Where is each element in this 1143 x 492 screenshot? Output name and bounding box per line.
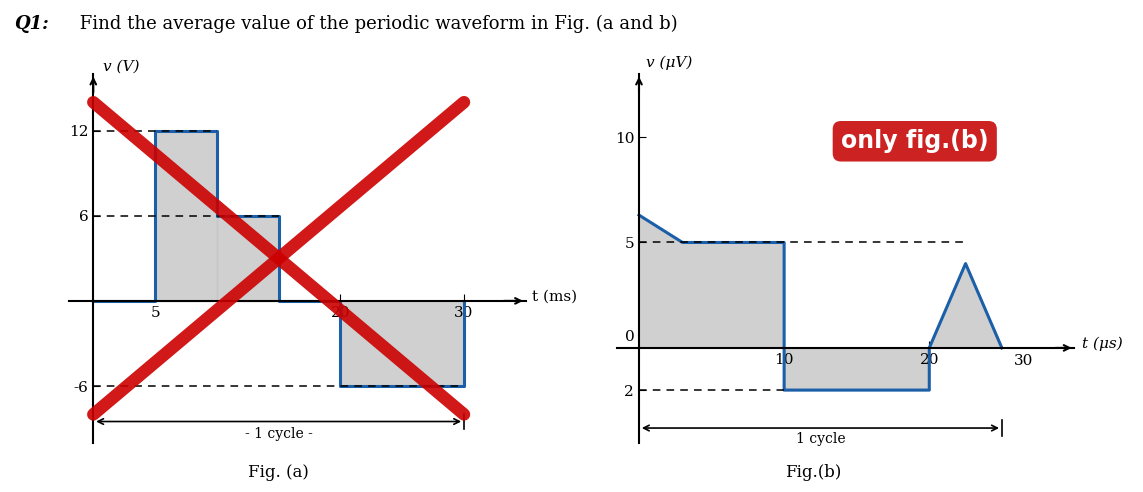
Text: t (ms): t (ms) — [531, 290, 577, 304]
Text: - 1 cycle -: - 1 cycle - — [245, 427, 312, 441]
Text: Fig. (a): Fig. (a) — [248, 464, 309, 481]
Text: v (V): v (V) — [103, 60, 139, 74]
Polygon shape — [639, 215, 784, 348]
Text: t (μs): t (μs) — [1081, 337, 1122, 351]
Text: 0: 0 — [625, 330, 634, 344]
Text: Q1:: Q1: — [14, 15, 48, 33]
Text: 1 cycle: 1 cycle — [796, 432, 845, 446]
Polygon shape — [784, 348, 929, 390]
Text: only fig.(b): only fig.(b) — [841, 129, 989, 154]
Text: 30: 30 — [1014, 354, 1033, 368]
Polygon shape — [929, 264, 1002, 348]
Text: Fig.(b): Fig.(b) — [785, 464, 841, 481]
Text: v (μV): v (μV) — [646, 55, 693, 69]
Text: Find the average value of the periodic waveform in Fig. (a and b): Find the average value of the periodic w… — [74, 15, 678, 33]
